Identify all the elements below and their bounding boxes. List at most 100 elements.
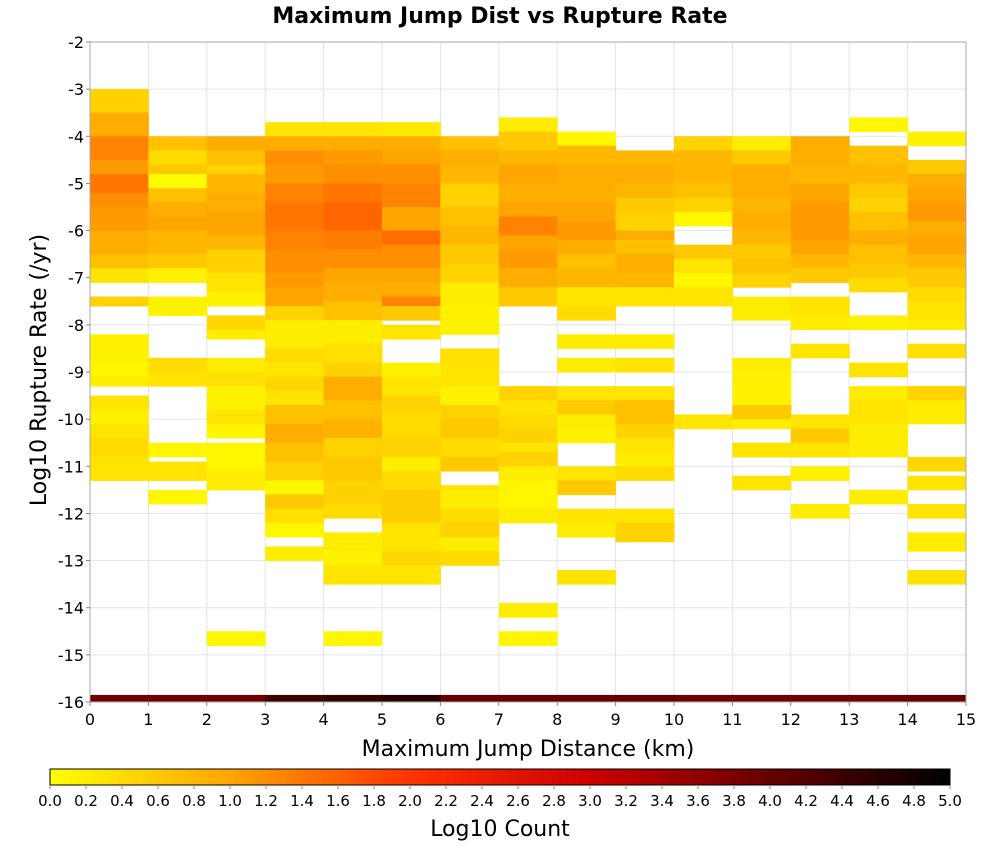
heatmap-cell: [907, 159, 967, 175]
colorbar-tick-label: 0.0: [38, 792, 62, 810]
heatmap-cell: [323, 551, 383, 566]
y-tick-label: -13: [58, 552, 84, 571]
colorbar-tick-label: 4.0: [758, 792, 782, 810]
heatmap-cell: [790, 504, 850, 519]
heatmap-cell: [265, 164, 325, 184]
heatmap-cell: [148, 174, 208, 189]
heatmap-cell: [907, 475, 967, 491]
heatmap-cell: [440, 386, 500, 406]
heatmap-cell: [732, 164, 792, 184]
heatmap-cell: [148, 268, 208, 283]
heatmap-cell: [265, 522, 325, 538]
heatmap-cell: [440, 508, 500, 524]
colorbar-tick-label: 2.2: [434, 792, 458, 810]
heatmap-cell: [790, 136, 850, 151]
heatmap-cell: [323, 504, 383, 519]
x-tick-label: 13: [839, 710, 859, 729]
heatmap-cell: [440, 537, 500, 552]
colorbar-tick-label: 0.2: [74, 792, 98, 810]
heatmap-cell: [790, 414, 850, 430]
heatmap-cells: [90, 89, 967, 702]
heatmap-cell: [382, 324, 441, 340]
heatmap-cell: [90, 230, 149, 255]
heatmap-cell: [323, 320, 383, 345]
heatmap-cell: [907, 235, 967, 255]
heatmap-cell: [382, 230, 441, 246]
heatmap-cell: [90, 395, 149, 411]
heatmap-cell: [615, 466, 675, 481]
heatmap-cell: [557, 202, 617, 222]
x-tick-label: 9: [611, 710, 621, 729]
heatmap-cell: [440, 419, 500, 439]
heatmap-cell: [323, 565, 383, 585]
heatmap-cell: [732, 136, 792, 151]
heatmap-cell-bottom: [732, 694, 792, 702]
colorbar-tick-label: 1.2: [254, 792, 278, 810]
chart-title: Maximum Jump Dist vs Rupture Rate: [272, 4, 727, 29]
heatmap-cell: [790, 183, 850, 203]
heatmap-cell: [615, 452, 675, 467]
colorbar-tick-label: 3.6: [686, 792, 710, 810]
heatmap-cell: [907, 268, 967, 288]
heatmap-cell: [498, 164, 558, 184]
heatmap-cell: [849, 244, 909, 265]
heatmap-cell: [790, 428, 850, 444]
heatmap-cell-bottom: [323, 694, 383, 702]
heatmap-cell: [440, 282, 500, 307]
heatmap-cell: [498, 400, 558, 415]
heatmap-cell: [382, 150, 441, 166]
heatmap-cell: [732, 419, 792, 430]
heatmap-cell: [90, 438, 149, 458]
heatmap-cell: [557, 131, 617, 147]
heatmap-cell: [382, 362, 441, 378]
heatmap-cell: [90, 296, 149, 307]
heatmap-cell-bottom: [615, 694, 675, 702]
heatmap-cell: [90, 192, 149, 208]
colorbar-tick-label: 2.6: [506, 792, 530, 810]
heatmap-cell: [907, 188, 967, 203]
y-tick-label: -9: [68, 363, 84, 382]
heatmap-cell: [674, 273, 733, 288]
heatmap-cell: [265, 320, 325, 349]
heatmap-cell-bottom: [382, 694, 441, 702]
heatmap-cell: [90, 136, 149, 161]
heatmap-cell: [732, 183, 792, 199]
heatmap-cell: [498, 131, 558, 151]
heatmap-cell: [907, 221, 967, 236]
heatmap-cell: [557, 164, 617, 184]
heatmap-cell: [498, 466, 558, 481]
heatmap-cell: [674, 136, 733, 151]
heatmap-cell: [498, 117, 558, 133]
x-tick-label: 10: [664, 710, 684, 729]
x-tick-label: 8: [552, 710, 562, 729]
x-tick-label: 15: [956, 710, 976, 729]
heatmap-cell: [498, 631, 558, 646]
heatmap-cell: [440, 207, 500, 227]
heatmap-cell: [440, 244, 500, 265]
colorbar-tick-label: 4.2: [794, 792, 818, 810]
colorbar-tick-label: 3.8: [722, 792, 746, 810]
heatmap-cell: [206, 192, 266, 213]
heatmap-cell: [732, 230, 792, 246]
heatmap-cell: [615, 357, 675, 373]
heatmap-cell: [382, 395, 441, 411]
heatmap-cell: [206, 273, 266, 293]
heatmap-cell: [849, 230, 909, 246]
heatmap-cell-bottom: [90, 694, 149, 702]
heatmap-cell-bottom: [148, 694, 208, 702]
heatmap-cell: [498, 268, 558, 288]
heatmap-cell: [148, 442, 208, 458]
heatmap-cell: [907, 456, 967, 472]
x-tick-label: 6: [435, 710, 445, 729]
heatmap-cell: [907, 386, 967, 401]
heatmap-cell: [615, 211, 675, 232]
heatmap-cell: [615, 334, 675, 349]
heatmap-cell: [382, 471, 441, 491]
heatmap-cell-bottom: [674, 694, 733, 702]
heatmap-cell: [323, 532, 383, 552]
heatmap-cell: [615, 230, 675, 241]
heatmap-cell: [732, 258, 792, 274]
heatmap-cell: [265, 546, 325, 562]
heatmap-cell: [907, 202, 967, 222]
heatmap-cell: [382, 438, 441, 458]
